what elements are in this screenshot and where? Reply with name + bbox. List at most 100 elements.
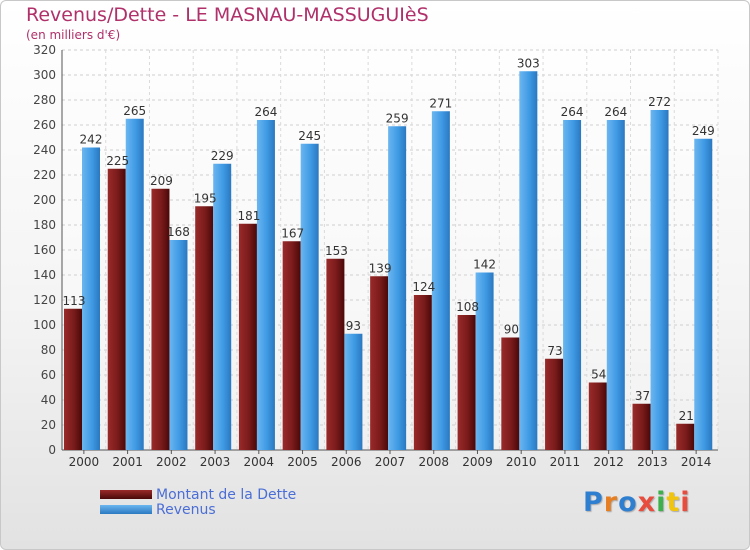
logo-letter: P (583, 487, 604, 518)
logo-letter: x (637, 487, 657, 518)
bar-revenus (344, 333, 363, 450)
bar-dette (457, 315, 476, 450)
logo-letter: t (666, 487, 681, 518)
data-label-revenus: 264 (604, 105, 627, 119)
logo-letter: i (680, 487, 691, 518)
x-tick-label: 2004 (244, 455, 275, 469)
y-tick-label: 240 (33, 143, 56, 157)
legend: Montant de la Dette Revenus (100, 486, 297, 518)
x-tick-label: 2003 (200, 455, 231, 469)
data-label-dette: 108 (456, 300, 479, 314)
data-label-revenus: 303 (517, 56, 540, 70)
bar-dette (676, 423, 695, 450)
bar-dette (370, 276, 389, 450)
bar-dette (282, 241, 301, 450)
data-label-revenus: 242 (80, 133, 103, 147)
legend-swatch-dette (100, 490, 152, 499)
data-label-revenus: 245 (298, 129, 321, 143)
y-tick-label: 0 (48, 443, 56, 457)
data-label-revenus: 264 (561, 105, 584, 119)
data-label-dette: 181 (237, 209, 260, 223)
data-label-revenus: 265 (123, 104, 146, 118)
bar-revenus (563, 120, 582, 450)
chart-title: Revenus/Dette - LE MASNAU-MASSUGUIèS (26, 4, 429, 26)
legend-label-dette: Montant de la Dette (156, 486, 297, 503)
y-tick-label: 80 (41, 343, 56, 357)
bar-dette (326, 258, 345, 450)
bar-revenus (300, 143, 319, 450)
data-label-dette: 37 (635, 389, 650, 403)
data-label-dette: 209 (150, 174, 173, 188)
data-label-revenus: 142 (473, 258, 496, 272)
x-tick-label: 2000 (69, 455, 100, 469)
data-label-dette: 195 (194, 191, 217, 205)
data-label-revenus: 168 (167, 225, 190, 239)
x-tick-label: 2006 (331, 455, 362, 469)
data-label-revenus: 259 (386, 111, 409, 125)
legend-label-revenus: Revenus (156, 501, 216, 518)
data-label-dette: 153 (325, 244, 348, 258)
bar-revenus (213, 163, 232, 450)
x-tick-label: 2005 (287, 455, 318, 469)
y-tick-label: 280 (33, 93, 56, 107)
proxiti-logo: Proxiti (583, 487, 691, 518)
bar-dette (107, 168, 126, 450)
bar-revenus (82, 147, 100, 450)
data-label-revenus: 93 (346, 319, 361, 333)
logo-letter: i (656, 487, 667, 518)
bar-revenus (606, 120, 625, 450)
label-layer: 0 20 40 60 80 100 120 140 160 180 200 220 240 260 280 3… (33, 43, 715, 469)
chart-subtitle: (en milliers d'€) (26, 28, 121, 42)
bar-revenus (388, 126, 407, 450)
x-tick-label: 2010 (506, 455, 537, 469)
bar-revenus (431, 111, 450, 450)
bar-dette (151, 188, 170, 450)
y-tick-label: 100 (33, 318, 56, 332)
data-label-dette: 167 (281, 226, 304, 240)
bar-revenus (169, 240, 188, 450)
y-tick-label: 300 (33, 68, 56, 82)
data-label-dette: 225 (106, 154, 129, 168)
data-label-dette: 21 (679, 409, 694, 423)
data-label-revenus: 229 (211, 149, 234, 163)
bar-revenus (519, 71, 538, 450)
y-tick-label: 160 (33, 243, 56, 257)
y-tick-label: 320 (33, 43, 56, 57)
y-tick-label: 140 (33, 268, 56, 282)
bar-revenus (694, 138, 713, 450)
y-tick-label: 120 (33, 293, 56, 307)
bar-revenus (125, 118, 144, 450)
bar-layer (64, 71, 713, 450)
y-tick-label: 60 (41, 368, 56, 382)
data-label-dette: 54 (591, 368, 606, 382)
y-tick-label: 180 (33, 218, 56, 232)
bar-dette (501, 337, 520, 450)
bar-revenus (256, 120, 275, 450)
bar-dette (64, 308, 82, 450)
y-tick-label: 20 (41, 418, 56, 432)
x-tick-label: 2014 (681, 455, 712, 469)
legend-item-revenus: Revenus (100, 501, 296, 518)
x-tick-label: 2009 (462, 455, 493, 469)
x-tick-label: 2012 (593, 455, 624, 469)
y-tick-label: 200 (33, 193, 56, 207)
bar-dette (545, 358, 564, 450)
bar-dette (588, 382, 607, 450)
bar-dette (413, 295, 432, 450)
y-tick-label: 40 (41, 393, 56, 407)
data-label-revenus: 272 (648, 95, 671, 109)
legend-item-dette: Montant de la Dette (100, 486, 297, 503)
x-tick-label: 2001 (112, 455, 143, 469)
legend-swatch-revenus (100, 505, 152, 514)
data-label-dette: 73 (547, 344, 562, 358)
bar-revenus (650, 110, 669, 450)
data-label-revenus: 271 (429, 96, 452, 110)
data-label-dette: 90 (504, 323, 519, 337)
y-tick-label: 220 (33, 168, 56, 182)
x-tick-label: 2008 (418, 455, 449, 469)
logo-letter: o (618, 487, 638, 518)
bar-dette (238, 223, 257, 450)
x-tick-label: 2011 (550, 455, 581, 469)
bar-dette (632, 403, 651, 450)
